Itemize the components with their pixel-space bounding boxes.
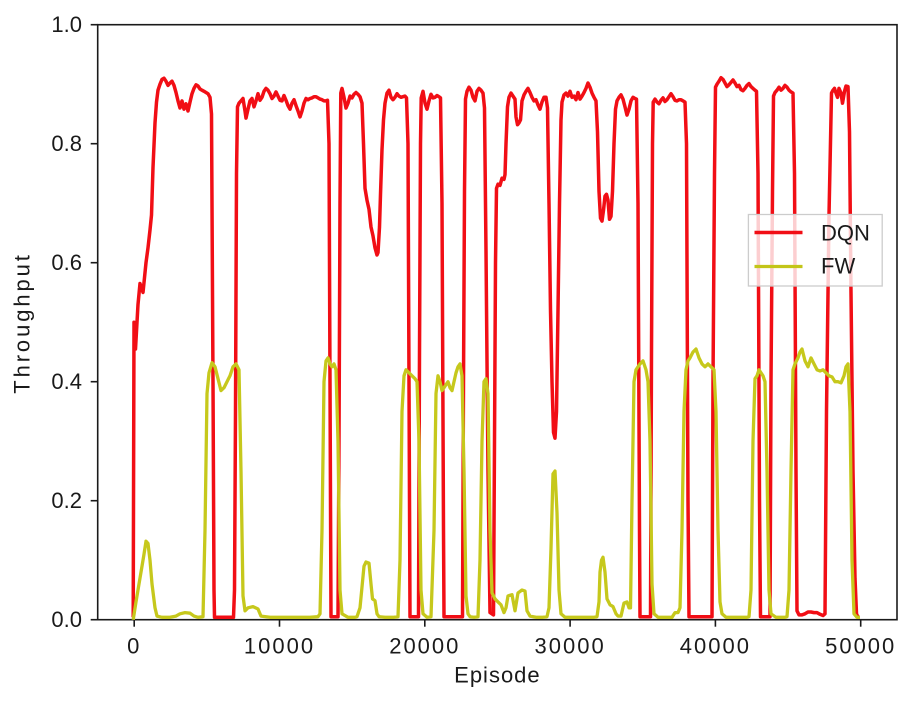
svg-text:FW: FW	[821, 254, 855, 279]
svg-text:Episode: Episode	[454, 663, 541, 688]
svg-text:DQN: DQN	[821, 221, 870, 246]
svg-text:0.2: 0.2	[51, 488, 82, 513]
svg-text:50000: 50000	[825, 634, 896, 659]
svg-text:0.8: 0.8	[51, 131, 82, 156]
svg-text:10000: 10000	[244, 634, 315, 659]
svg-text:0.0: 0.0	[51, 607, 82, 632]
svg-text:Throughput: Throughput	[10, 252, 35, 394]
svg-text:30000: 30000	[535, 634, 606, 659]
svg-text:0: 0	[127, 634, 141, 659]
svg-text:20000: 20000	[389, 634, 460, 659]
svg-text:0.6: 0.6	[51, 250, 82, 275]
svg-text:0.4: 0.4	[51, 369, 82, 394]
svg-text:40000: 40000	[680, 634, 751, 659]
svg-text:1.0: 1.0	[51, 12, 82, 37]
